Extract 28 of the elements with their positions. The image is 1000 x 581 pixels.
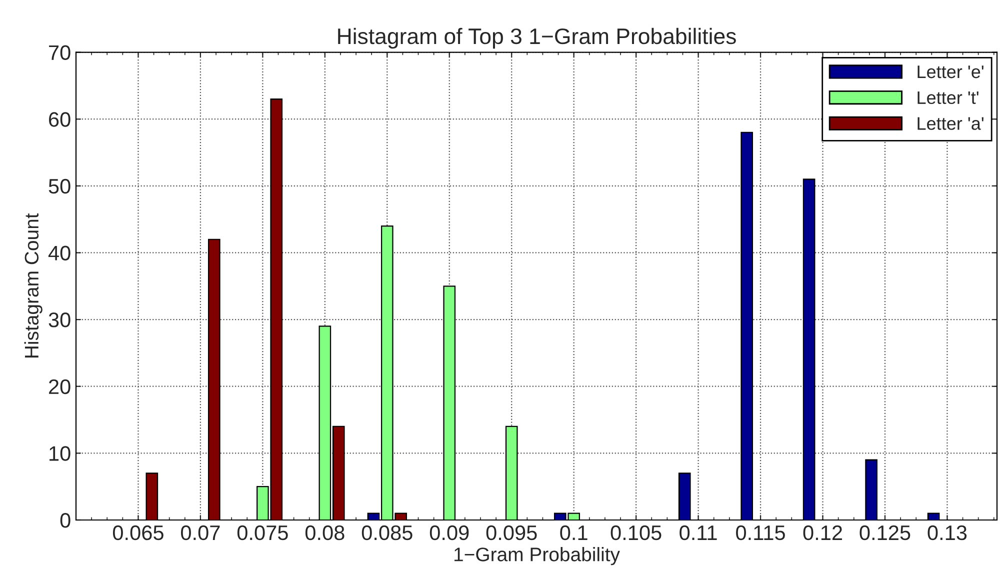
legend-label: Letter 'e' bbox=[918, 66, 984, 78]
y-tick-label: 60 bbox=[49, 112, 70, 127]
legend-label: Letter 'a' bbox=[918, 117, 984, 130]
x-tick-label: 0.07 bbox=[181, 525, 220, 540]
x-tick-label: 0.115 bbox=[736, 525, 785, 540]
x-tick-label: 0.11 bbox=[680, 525, 717, 540]
x-tick-label: 0.085 bbox=[362, 525, 412, 540]
x-tick-label: 0.13 bbox=[928, 525, 967, 540]
chart-title: Histagram of Top 3 1−Gram Probabilities bbox=[338, 28, 736, 49]
y-tick-label: 40 bbox=[48, 246, 70, 260]
y-tick-label: 10 bbox=[50, 446, 70, 461]
x-tick-label: 0.095 bbox=[486, 525, 537, 540]
legend-label: Letter 't' bbox=[918, 91, 978, 104]
x-tick-label: 0.12 bbox=[803, 525, 842, 540]
x-tick-label: 0.1 bbox=[560, 525, 588, 540]
x-tick-label: 0.125 bbox=[860, 525, 910, 540]
x-tick-label: 0.065 bbox=[112, 525, 164, 540]
x-tick-label: 0.075 bbox=[237, 525, 288, 540]
y-tick-label: 70 bbox=[49, 45, 70, 60]
x-tick-label: 0.105 bbox=[610, 525, 662, 540]
x-axis-title: 1−Gram Probability bbox=[454, 547, 620, 566]
y-tick-label: 50 bbox=[48, 178, 70, 194]
y-axis-title: Histagram Count bbox=[24, 213, 42, 358]
y-tick-label: 0 bbox=[60, 512, 70, 528]
x-tick-label: 0.09 bbox=[430, 525, 469, 540]
y-tick-label: 20 bbox=[49, 379, 70, 394]
x-tick-label: 0.08 bbox=[305, 525, 344, 540]
y-tick-label: 30 bbox=[48, 312, 70, 328]
